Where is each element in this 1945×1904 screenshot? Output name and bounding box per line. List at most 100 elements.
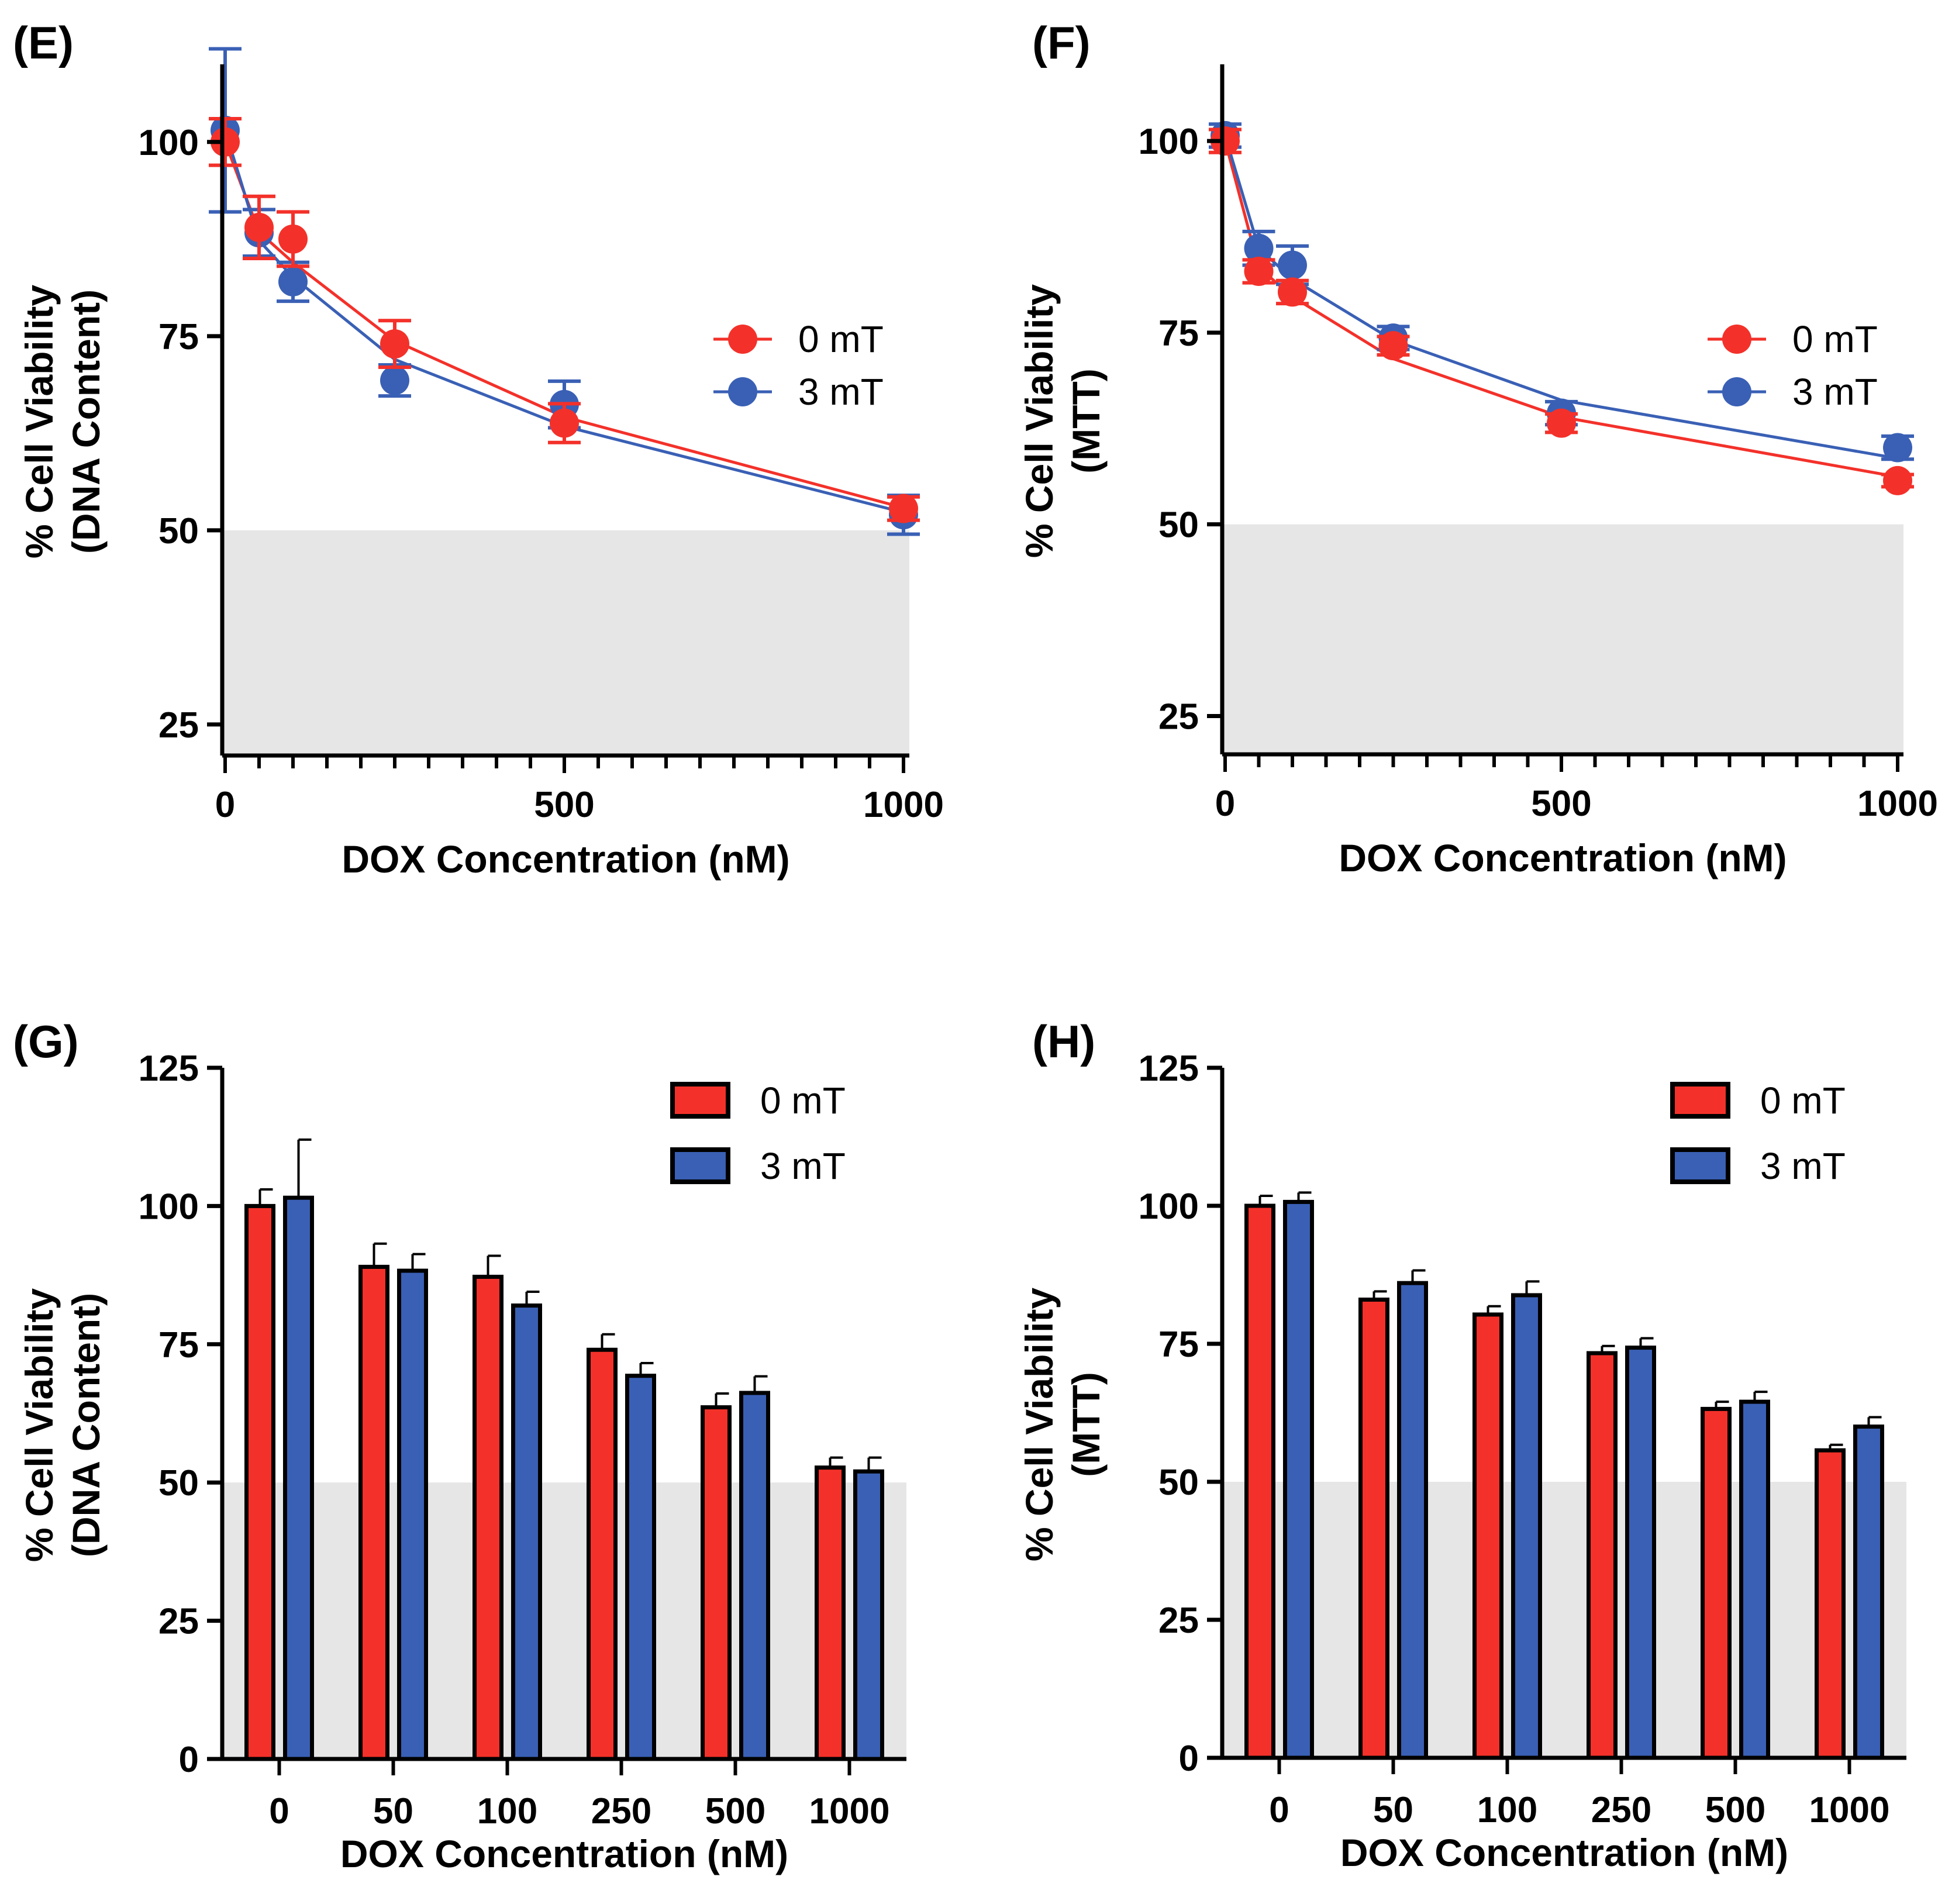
x-tick-label: 1000: [809, 1791, 890, 1831]
y-tick-label: 25: [1158, 696, 1199, 737]
data-point-0mt: [380, 329, 409, 359]
panel-label-h: (H): [1032, 1016, 1095, 1067]
bar-3mt: [739, 1391, 770, 1761]
x-axis-label: DOX Concentration (nM): [1339, 836, 1787, 879]
data-point-0mt: [1883, 465, 1912, 495]
x-tick-label: 0: [1269, 1790, 1289, 1830]
legend-marker: [1722, 325, 1751, 354]
y-axis-label-line2: (MTT): [1064, 1372, 1108, 1477]
x-tick-label: 50: [1373, 1790, 1413, 1830]
y-tick-label: 50: [158, 511, 199, 551]
x-tick-label: 0: [215, 785, 235, 825]
y-tick-label: 100: [139, 123, 199, 163]
y-tick-label: 100: [139, 1186, 199, 1227]
bar-0mt: [244, 1203, 275, 1761]
data-point-3mt: [1244, 233, 1274, 263]
y-tick-label: 75: [1158, 1324, 1199, 1365]
x-tick-label: 500: [1531, 784, 1591, 824]
data-point-3mt: [1883, 433, 1912, 463]
x-tick-label: 250: [591, 1791, 651, 1831]
x-tick-label: 100: [1477, 1790, 1537, 1830]
y-tick-label: 75: [158, 1325, 199, 1365]
x-axis-label: DOX Concentration (nM): [342, 837, 789, 881]
y-axis-label-line1: % Cell Viability: [18, 285, 61, 559]
data-point-0mt: [1211, 126, 1240, 156]
bar-0mt: [358, 1264, 389, 1761]
bar-3mt: [853, 1469, 884, 1761]
bar-3mt: [511, 1303, 542, 1761]
fit-curve-3mt: [1223, 135, 1898, 460]
shaded-region-below-50: [1222, 1482, 1906, 1758]
legend-label: 3 mT: [1792, 371, 1878, 413]
y-axis-label-line1: % Cell Viability: [1018, 1288, 1061, 1562]
bar-3mt: [1511, 1293, 1542, 1760]
bar-3mt: [1283, 1199, 1314, 1760]
legend-swatch: [670, 1082, 730, 1119]
data-point-0mt: [211, 127, 240, 157]
bar-0mt: [1701, 1406, 1732, 1760]
x-tick-label: 0: [269, 1791, 289, 1831]
y-tick-label: 125: [139, 1048, 199, 1089]
panel-label-f: (F): [1032, 17, 1091, 68]
legend-label: 3 mT: [798, 371, 884, 413]
y-tick-label: 125: [1139, 1048, 1199, 1089]
x-tick-label: 1000: [1857, 784, 1938, 824]
legend-marker: [728, 325, 757, 354]
shaded-region-below-50: [222, 530, 909, 756]
x-tick-label: 500: [534, 785, 594, 825]
panel-label-g: (G): [13, 1016, 79, 1067]
y-tick-label: 25: [158, 1602, 199, 1642]
bar-0mt: [701, 1405, 732, 1761]
y-axis-label-line1: % Cell Viability: [1018, 284, 1061, 558]
y-axis-label-line2: (MTT): [1064, 368, 1108, 474]
bar-3mt: [397, 1268, 428, 1761]
shaded-region-below-50: [222, 1482, 906, 1759]
y-axis-label-line2: (DNA Content): [64, 289, 108, 554]
bar-0mt: [1472, 1312, 1503, 1760]
y-tick-label: 0: [179, 1740, 199, 1780]
x-axis-label: DOX Concentration (nM): [340, 1832, 788, 1875]
y-tick-label: 25: [158, 705, 199, 746]
legend-swatch: [670, 1147, 730, 1184]
y-tick-label: 100: [1139, 122, 1199, 162]
data-point-0mt: [889, 494, 918, 523]
y-tick-label: 100: [1139, 1186, 1199, 1227]
bar-0mt: [1244, 1203, 1275, 1760]
legend-label: 3 mT: [760, 1145, 846, 1187]
x-tick-label: 500: [1705, 1790, 1765, 1830]
data-point-0mt: [1278, 277, 1307, 307]
data-point-0mt: [278, 224, 308, 254]
x-tick-label: 0: [1215, 784, 1235, 824]
x-tick-label: 1000: [1809, 1790, 1890, 1830]
panel-label-e: (E): [13, 17, 74, 68]
legend-label: 0 mT: [1792, 318, 1878, 360]
y-tick-label: 75: [1158, 313, 1199, 354]
y-axis-label-line1: % Cell Viability: [18, 1288, 61, 1562]
legend-label: 0 mT: [1760, 1079, 1846, 1122]
bar-3mt: [1397, 1281, 1428, 1760]
bar-0mt: [587, 1347, 618, 1761]
legend-swatch: [1670, 1082, 1730, 1119]
x-tick-label: 100: [477, 1791, 537, 1831]
y-tick-label: 50: [158, 1463, 199, 1503]
y-axis-label-line2: (DNA Content): [64, 1293, 108, 1557]
data-point-0mt: [244, 212, 274, 242]
x-tick-label: 500: [705, 1791, 765, 1831]
legend-marker: [728, 377, 757, 406]
data-point-3mt: [278, 267, 308, 296]
legend-swatch: [1670, 1147, 1730, 1184]
y-tick-label: 0: [1179, 1739, 1199, 1779]
y-tick-label: 50: [1158, 1463, 1199, 1503]
legend-marker: [1722, 377, 1751, 406]
bar-3mt: [1853, 1424, 1884, 1760]
y-tick-label: 25: [1158, 1601, 1199, 1641]
x-tick-label: 250: [1591, 1790, 1651, 1830]
bar-3mt: [1739, 1399, 1770, 1760]
y-tick-label: 50: [1158, 505, 1199, 546]
legend-label: 0 mT: [798, 318, 884, 360]
y-tick-label: 75: [158, 317, 199, 357]
x-axis-label: DOX Concentration (nM): [1340, 1831, 1788, 1874]
data-point-0mt: [1244, 257, 1274, 286]
